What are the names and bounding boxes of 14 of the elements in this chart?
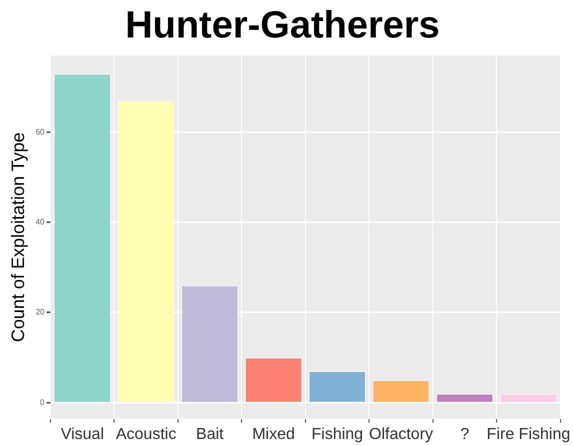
- x-tick-label: Mixed: [252, 426, 295, 443]
- y-tick-label: 0: [40, 398, 46, 407]
- x-tick-label: Fishing: [311, 426, 364, 443]
- x-tick-label: Bait: [196, 426, 224, 443]
- chart-title: Hunter-Gatherers: [125, 4, 440, 46]
- y-axis-title: Count of Exploitation Type: [8, 132, 28, 342]
- y-tick-label: 60: [36, 127, 46, 136]
- y-tick-label: 20: [36, 308, 46, 317]
- x-tick-label: Acoustic: [116, 426, 176, 443]
- y-tick-label: 40: [36, 218, 46, 227]
- x-tick-label: ?: [460, 426, 470, 443]
- x-tick-label: Olfactory: [368, 426, 434, 443]
- x-tick-label: Fire Fishing: [486, 426, 570, 443]
- x-tick-label: Visual: [60, 426, 104, 443]
